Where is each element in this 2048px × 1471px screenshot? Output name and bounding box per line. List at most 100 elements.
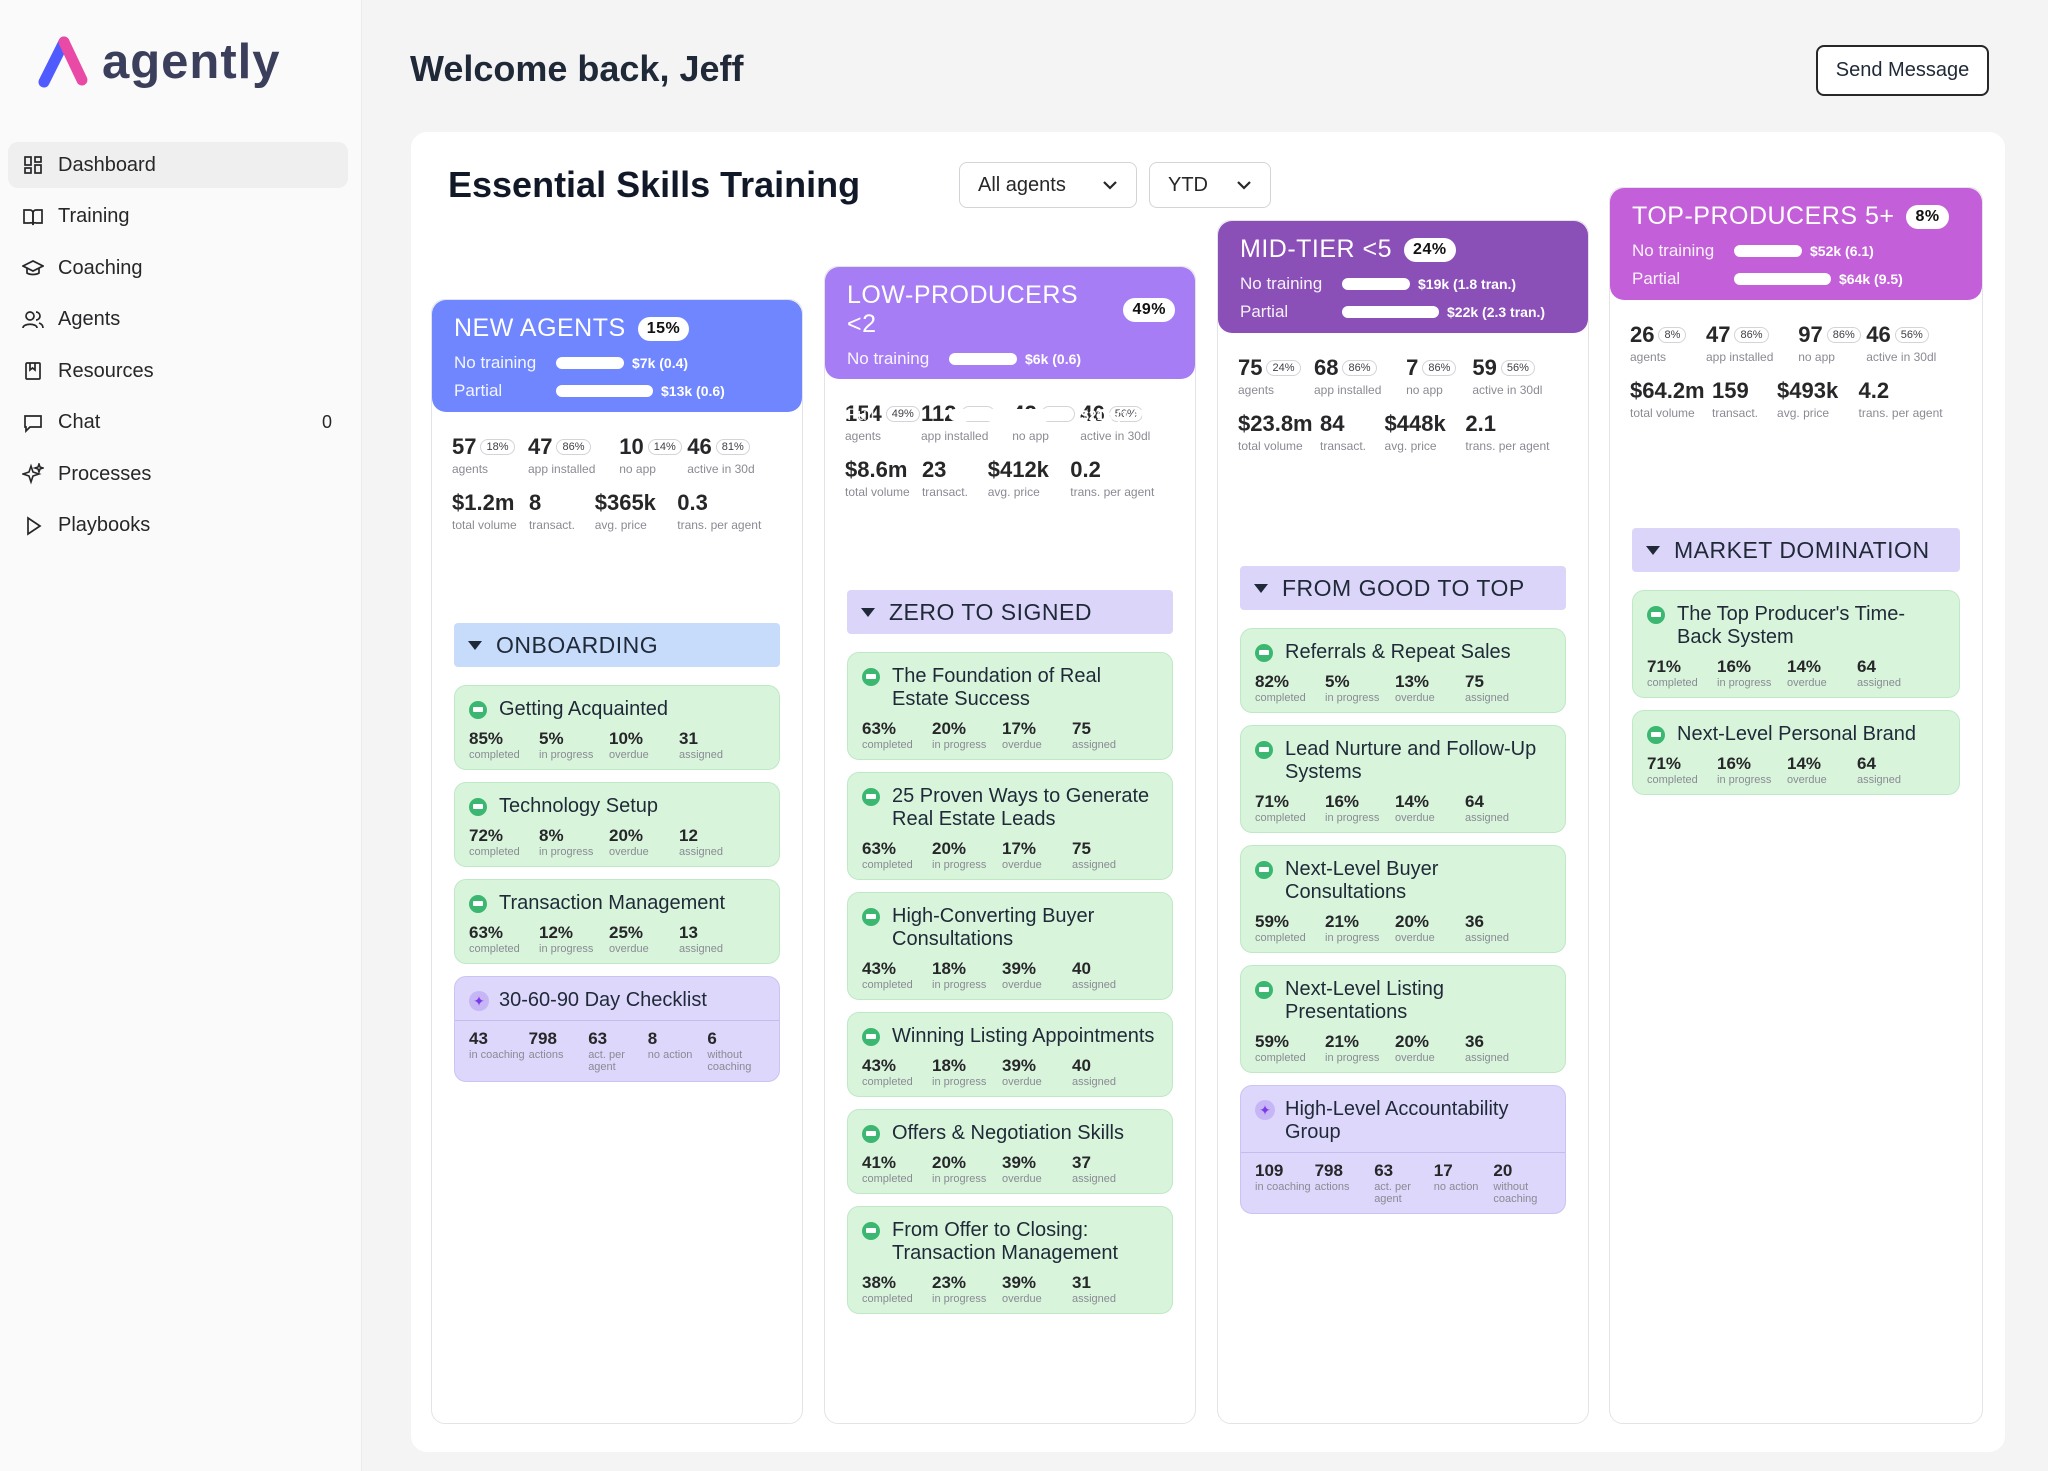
stat-label: active in 30d <box>687 462 755 476</box>
module-section-toggle[interactable]: FROM GOOD TO TOP <box>1240 566 1566 610</box>
card-stat: 37 assigned <box>1072 1153 1142 1185</box>
stat-label: agents <box>1238 383 1275 397</box>
course-card[interactable]: Transaction Management 63% completed 12% in … <box>454 879 780 964</box>
card-stat: 13% overdue <box>1395 672 1465 704</box>
course-card[interactable]: 25 Proven Ways to Generate Real Estate L… <box>847 772 1173 880</box>
sidebar-item-processes[interactable]: Processes <box>8 451 348 497</box>
course-card[interactable]: Next-Level Listing Presentations 59% compl… <box>1240 965 1566 1073</box>
coaching-card[interactable]: ✦ 30-60-90 Day Checklist 43 in coaching 798 a… <box>454 976 780 1082</box>
course-card[interactable]: From Offer to Closing: Transaction Manag… <box>847 1206 1173 1314</box>
card-stat-value: 36 <box>1465 1032 1484 1051</box>
stat-badge: 56% <box>1894 327 1929 343</box>
card-stat-value: 75 <box>1072 839 1091 858</box>
course-card[interactable]: Winning Listing Appointments 43% completed… <box>847 1012 1173 1097</box>
card-title: Referrals & Repeat Sales <box>1285 641 1511 663</box>
sidebar-item-coaching[interactable]: Coaching <box>8 245 348 291</box>
training-tier-row: Full $16k (1.2) <box>454 405 782 433</box>
stat-label: transact. <box>1712 406 1759 420</box>
card-stat: 18% in progress <box>932 1056 1002 1088</box>
card-stat-value: 38% <box>862 1273 897 1292</box>
card-stat-label: overdue <box>1395 932 1435 944</box>
card-stat: 75 assigned <box>1465 672 1535 704</box>
course-card[interactable]: Next-Level Personal Brand 71% completed 16%… <box>1632 710 1960 795</box>
send-message-button[interactable]: Send Message <box>1816 45 1989 96</box>
card-stat-value: 63 <box>1374 1161 1394 1180</box>
stat: 46 56% active in 30dl <box>1866 322 1946 364</box>
course-card[interactable]: Referrals & Repeat Sales 82% completed 5% in… <box>1240 628 1566 713</box>
tier-value: $16k (1.2) <box>688 411 752 427</box>
card-stat-value: 36 <box>1465 912 1484 931</box>
period-filter-dropdown[interactable]: YTD <box>1149 162 1271 208</box>
card-stat-value: 31 <box>1072 1273 1091 1292</box>
stat: $448k avg. price <box>1385 411 1454 453</box>
stat-value: 97 <box>1798 322 1823 347</box>
module-section-toggle[interactable]: MARKET DOMINATION <box>1632 528 1960 572</box>
card-divider <box>455 1020 779 1021</box>
tier-bar <box>949 381 1046 393</box>
card-stat: 59% completed <box>1255 912 1325 944</box>
sidebar-item-chat[interactable]: Chat 0 <box>8 400 348 446</box>
card-title: 25 Proven Ways to Generate Real Estate L… <box>892 785 1150 830</box>
coaching-card[interactable]: ✦ High-Level Accountability Group 109 in co… <box>1240 1085 1566 1214</box>
card-stat: 82% completed <box>1255 672 1325 704</box>
card-stat-label: completed <box>469 943 520 955</box>
card-stat-value: 14% <box>1787 754 1822 773</box>
sidebar-item-label: Training <box>58 205 130 227</box>
graduation-cap-icon <box>469 895 487 913</box>
card-stat-value: 85% <box>469 729 504 748</box>
stat-value: 47 <box>528 434 553 459</box>
course-card[interactable]: Offers & Negotiation Skills 41% completed 2… <box>847 1109 1173 1194</box>
card-stat-label: overdue <box>1002 1076 1042 1088</box>
course-card[interactable]: Getting Acquainted 85% completed 5% in progr… <box>454 685 780 770</box>
card-stat-label: assigned <box>1072 1076 1117 1088</box>
course-card[interactable]: The Top Producer's Time-Back System 71% co… <box>1632 590 1960 698</box>
course-card[interactable]: Technology Setup 72% completed 8% in progres… <box>454 782 780 867</box>
card-stat-label: in progress <box>1325 932 1380 944</box>
training-tier-row: No training $52k (6.1) <box>1632 237 1962 265</box>
course-card[interactable]: Lead Nurture and Follow-Up Systems 71% com… <box>1240 725 1566 833</box>
graduation-cap-icon <box>862 1222 880 1240</box>
card-stat-label: completed <box>1255 1052 1306 1064</box>
card-title: High-Converting Buyer Consultations <box>892 905 1095 950</box>
stat: 8 transact. <box>529 490 583 532</box>
card-stat: 20 without coaching <box>1493 1161 1553 1205</box>
card-stat-value: 5% <box>1325 672 1350 691</box>
card-stat: 798 actions <box>1315 1161 1375 1205</box>
agents-filter-dropdown[interactable]: All agents <box>959 162 1137 208</box>
card-stat-value: 64 <box>1857 657 1876 676</box>
sidebar-item-agents[interactable]: Agents <box>8 297 348 343</box>
stat-value: 159 <box>1712 378 1749 403</box>
card-stat: 39% overdue <box>1002 1153 1072 1185</box>
card-stat-value: 40 <box>1072 1056 1091 1075</box>
stat-badge: 81% <box>715 439 750 455</box>
card-stat-value: 16% <box>1717 657 1752 676</box>
section-title: ZERO TO SIGNED <box>889 598 1092 625</box>
stat-label: app installed <box>1706 350 1774 364</box>
card-stat-label: assigned <box>1465 1052 1510 1064</box>
module-section-toggle[interactable]: ONBOARDING <box>454 623 780 667</box>
card-stat-label: overdue <box>1002 859 1042 871</box>
card-stat: 5% in progress <box>539 729 609 761</box>
section-title: ONBOARDING <box>496 631 659 658</box>
card-stat-value: 71% <box>1647 657 1682 676</box>
course-card[interactable]: High-Converting Buyer Consultations 43% co… <box>847 892 1173 1000</box>
course-card[interactable]: The Foundation of Real Estate Success 63%… <box>847 652 1173 760</box>
sidebar-item-training[interactable]: Training <box>8 194 348 240</box>
app-logo[interactable]: agently <box>38 34 281 90</box>
card-stat-label: overdue <box>1002 739 1042 751</box>
stat-label: agents <box>845 429 882 443</box>
sidebar-item-dashboard[interactable]: Dashboard <box>8 142 348 188</box>
tier-bar <box>1734 245 1802 257</box>
stat-value: 47 <box>1706 322 1731 347</box>
course-card[interactable]: Next-Level Buyer Consultations 59% complet… <box>1240 845 1566 953</box>
sidebar-item-resources[interactable]: Resources <box>8 348 348 394</box>
card-stat-label: assigned <box>1072 859 1117 871</box>
stat: 10 14% no app <box>619 434 682 476</box>
caret-down-icon <box>861 607 875 617</box>
stat-badge: 86% <box>1422 360 1457 376</box>
training-tier-row: No training $6k (0.6) <box>847 345 1175 373</box>
stat: 46 81% active in 30d <box>687 434 766 476</box>
card-stat-label: in progress <box>932 739 987 751</box>
module-section-toggle[interactable]: ZERO TO SIGNED <box>847 590 1173 634</box>
sidebar-item-playbooks[interactable]: Playbooks <box>8 503 348 549</box>
